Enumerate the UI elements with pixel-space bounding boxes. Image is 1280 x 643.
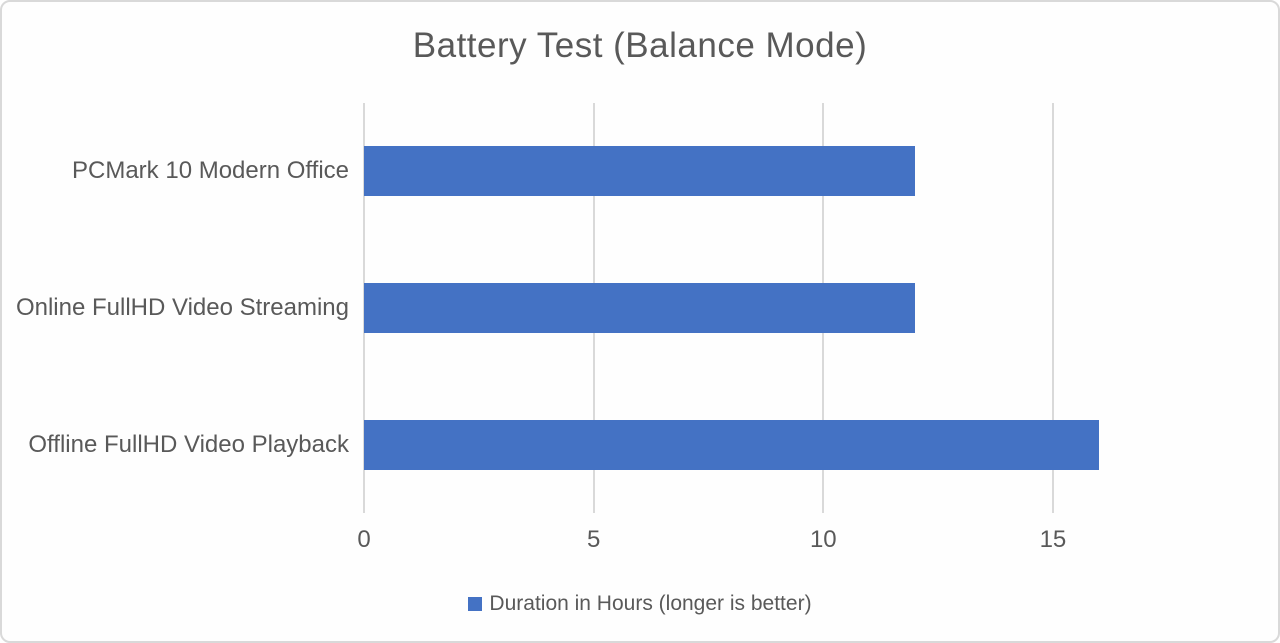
value-axis-tick-label: 5 (586, 526, 601, 553)
gridline (1051, 103, 1054, 513)
bar-pcmark-10-modern-office (364, 146, 916, 197)
category-label: Offline FullHD Video Playback (28, 430, 349, 458)
category-label: PCMark 10 Modern Office (72, 157, 349, 185)
legend-label: Duration in Hours (longer is better) (489, 592, 812, 615)
bar-online-fullhd-video-streaming (364, 283, 916, 333)
value-axis-tick-label: 15 (1039, 526, 1067, 553)
legend-series-swatch-icon (468, 597, 483, 611)
chart-title: Battery Test (Balance Mode) (412, 26, 868, 65)
value-axis-tick-label: 0 (357, 526, 371, 553)
value-axis-tick-label: 10 (809, 526, 837, 553)
legend: Duration in Hours (longer is better) (2, 592, 1278, 616)
bar-offline-fullhd-video-playback (364, 419, 1099, 470)
category-label: Online FullHD Video Streaming (15, 294, 349, 321)
